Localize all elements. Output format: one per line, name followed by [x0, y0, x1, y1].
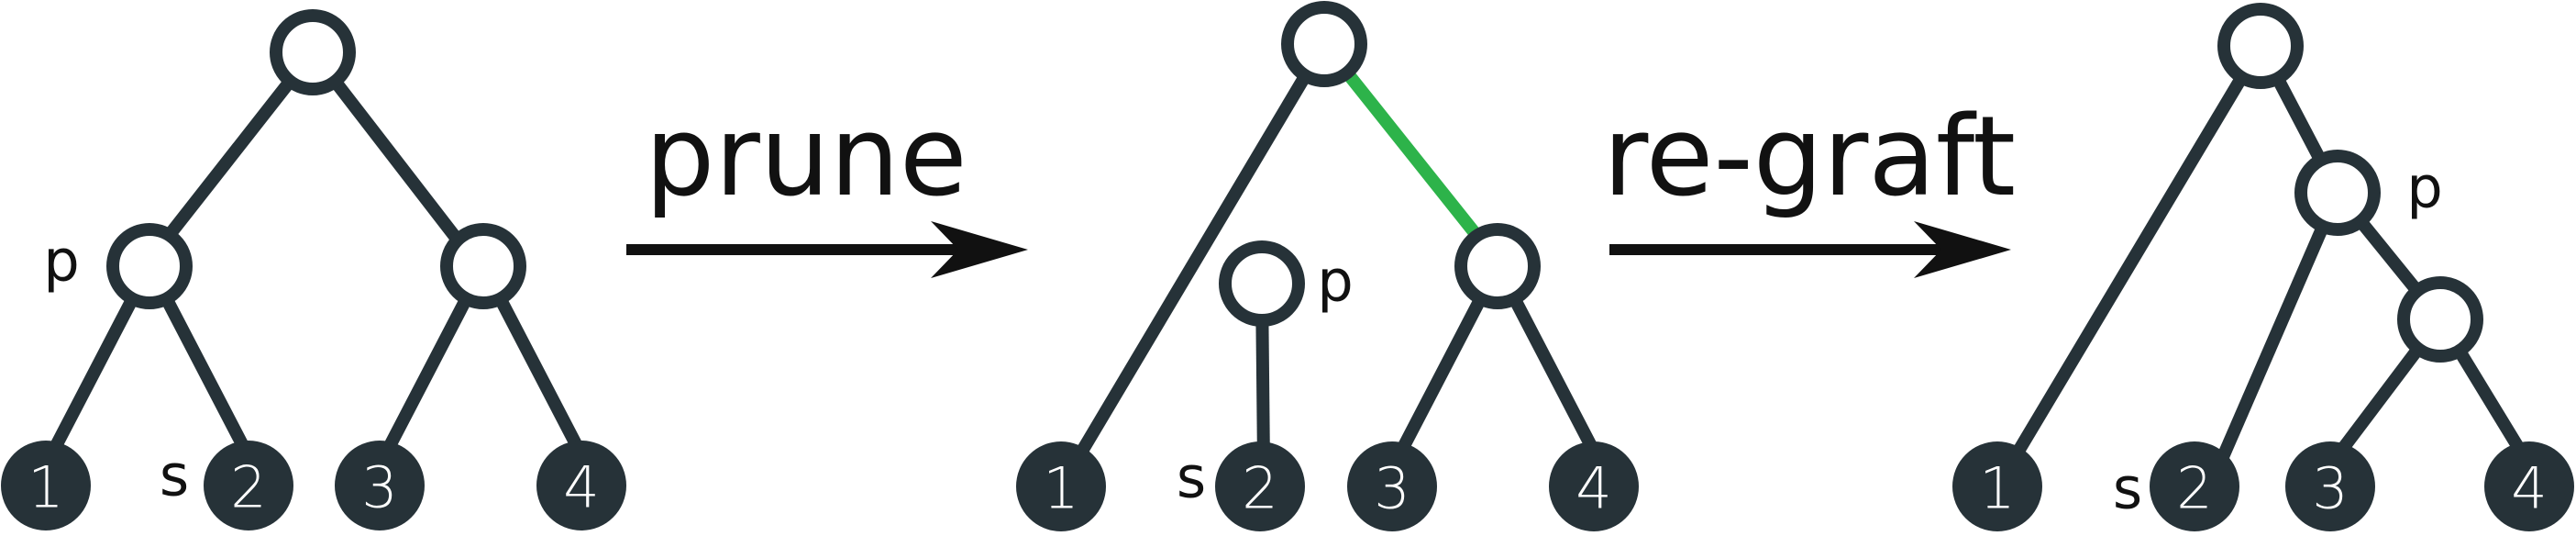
prune-label: prune — [645, 94, 967, 221]
leaf-label: 2 — [1242, 455, 1277, 522]
leaf-label: 3 — [2312, 455, 2348, 522]
leaf-label: 4 — [563, 454, 599, 521]
tree-pruned: 1 2 3 4 p s — [1016, 1, 1639, 531]
edge — [2213, 190, 2344, 468]
prune-arrow: prune — [626, 94, 1028, 278]
edge — [307, 48, 483, 271]
label-s: s — [2113, 455, 2142, 522]
label-p: p — [1317, 248, 1353, 315]
leaf-4 — [1549, 441, 1639, 531]
node-p — [2294, 150, 2381, 236]
root-node — [1281, 1, 1367, 87]
arrow-head — [931, 221, 1028, 278]
leaf-label: 2 — [230, 454, 266, 521]
leaf-3 — [335, 441, 425, 530]
edge — [1991, 42, 2267, 490]
leaf-label: 3 — [1374, 455, 1410, 522]
leaf-label: 4 — [2511, 455, 2547, 522]
tree-after: 1 2 3 4 p s — [1952, 3, 2574, 531]
leaf-1 — [1016, 441, 1106, 531]
edge — [1055, 40, 1331, 490]
label-p: p — [2406, 154, 2442, 221]
highlighted-edge — [1319, 39, 1507, 271]
leaf-label: 1 — [1979, 455, 2015, 522]
internal-node — [1454, 223, 1541, 309]
leaf-2 — [204, 441, 293, 530]
leaf-3 — [1347, 441, 1437, 531]
label-s: s — [1177, 444, 1206, 511]
leaf-2 — [1215, 441, 1305, 531]
leaf-1 — [1952, 441, 2042, 531]
internal-node — [2397, 276, 2483, 363]
leaf-label: 2 — [2176, 455, 2212, 522]
leaf-label: 4 — [1575, 455, 1611, 522]
leaf-3 — [2285, 441, 2375, 531]
root-node — [270, 9, 356, 95]
leaf-label: 1 — [1043, 455, 1078, 522]
node-p — [106, 223, 193, 309]
leaf-label: 1 — [28, 454, 63, 521]
tree-before: 1 2 3 4 p s — [1, 9, 626, 530]
label-p: p — [43, 228, 79, 295]
regraft-label: re-graft — [1603, 94, 2016, 221]
leaf-4 — [536, 441, 626, 530]
leaf-4 — [2484, 441, 2574, 531]
internal-node — [440, 223, 526, 309]
arrow-head — [1914, 221, 2011, 278]
leaf-label: 3 — [361, 454, 397, 521]
label-s: s — [160, 442, 189, 509]
regraft-arrow: re-graft — [1603, 94, 2016, 278]
leaf-1 — [1, 441, 91, 530]
root-node — [2217, 3, 2304, 89]
leaf-2 — [2150, 441, 2239, 531]
node-p — [1219, 240, 1305, 327]
